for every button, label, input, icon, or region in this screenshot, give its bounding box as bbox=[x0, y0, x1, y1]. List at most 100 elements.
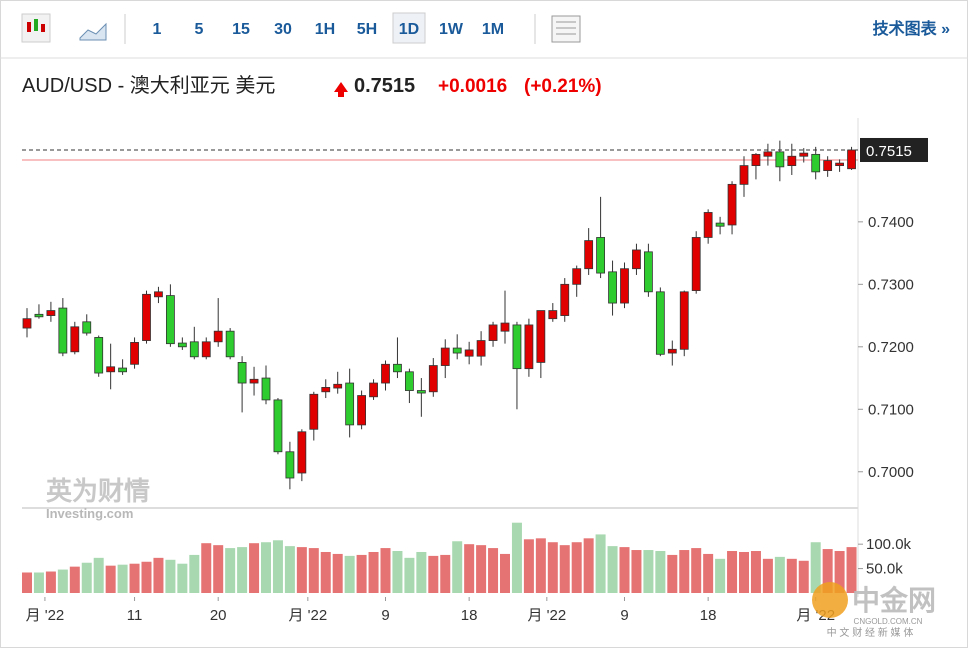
volume-bar bbox=[667, 554, 678, 593]
volume-bar bbox=[296, 547, 307, 593]
interval-button[interactable]: 1 bbox=[153, 21, 162, 38]
volume-bar bbox=[523, 539, 534, 593]
logo-domain: CNGOLD.COM.CN bbox=[854, 617, 923, 626]
volume-bar bbox=[57, 569, 68, 593]
volume-bar bbox=[595, 534, 606, 593]
volume-bar bbox=[798, 560, 809, 593]
x-tick-label: 月 '22 bbox=[527, 607, 566, 624]
candle-body bbox=[416, 390, 426, 394]
candle-body bbox=[118, 367, 127, 373]
volume-bar bbox=[703, 553, 714, 593]
candle-body bbox=[237, 362, 247, 384]
candle-body bbox=[58, 307, 68, 354]
candle-body bbox=[667, 348, 677, 354]
volume-bar bbox=[284, 546, 295, 593]
interval-button[interactable]: 1D bbox=[399, 21, 419, 38]
candle-body bbox=[823, 160, 833, 172]
volume-bar bbox=[488, 548, 499, 593]
candle-icon[interactable] bbox=[21, 13, 51, 43]
interval-button[interactable]: 1W bbox=[439, 21, 464, 38]
volume-bar bbox=[619, 547, 630, 593]
logo-icon bbox=[812, 582, 848, 618]
y-tick-label: 0.7300 bbox=[868, 276, 914, 293]
candle-body bbox=[632, 249, 641, 270]
x-tick-label: 9 bbox=[381, 607, 389, 624]
volume-bar bbox=[631, 550, 642, 593]
volume-tick-label: 100.0k bbox=[866, 536, 912, 553]
volume-bar bbox=[774, 556, 785, 593]
interval-button[interactable]: 30 bbox=[274, 21, 292, 38]
candle-body bbox=[799, 152, 809, 157]
candle-body bbox=[584, 240, 594, 270]
volume-bar bbox=[452, 541, 463, 593]
volume-bar bbox=[129, 563, 140, 593]
x-tick-label: 18 bbox=[700, 607, 717, 624]
volume-bar bbox=[332, 553, 343, 593]
candle-body bbox=[357, 395, 367, 426]
volume-bar bbox=[308, 548, 319, 593]
volume-bar bbox=[177, 563, 188, 593]
volume-bar bbox=[213, 545, 224, 593]
candle-body bbox=[727, 183, 737, 226]
area-icon[interactable] bbox=[79, 22, 107, 41]
x-tick-label: 月 '22 bbox=[288, 607, 327, 624]
candle-body bbox=[273, 399, 283, 453]
volume-bar bbox=[344, 555, 355, 593]
candle-body bbox=[835, 162, 844, 167]
interval-button[interactable]: 15 bbox=[232, 21, 250, 38]
up-arrow bbox=[334, 82, 348, 97]
candle-body bbox=[608, 271, 617, 304]
tech-chart-link[interactable]: 技术图表 » bbox=[873, 19, 950, 38]
volume-bar bbox=[691, 548, 702, 593]
logo-name: 中金网 bbox=[852, 584, 936, 616]
candle-body bbox=[189, 341, 199, 358]
candle-body bbox=[333, 383, 343, 389]
candle-body bbox=[500, 322, 510, 332]
interval-button[interactable]: 1M bbox=[482, 21, 504, 38]
volume-bar bbox=[750, 551, 761, 593]
candle-body bbox=[679, 291, 689, 350]
y-tick-label: 0.7100 bbox=[868, 401, 914, 418]
interval-button[interactable]: 1H bbox=[315, 21, 335, 38]
candle-body bbox=[548, 310, 558, 320]
candle-body bbox=[82, 321, 92, 334]
candle-body bbox=[811, 153, 821, 173]
volume-bar bbox=[45, 571, 56, 593]
volume-bar bbox=[368, 551, 379, 593]
volume-bar bbox=[607, 546, 618, 593]
volume-bar bbox=[846, 547, 857, 593]
active-interval-bg bbox=[392, 12, 426, 44]
price-change-pct: (+0.21%) bbox=[524, 76, 602, 97]
volume-bar bbox=[105, 565, 116, 593]
candle-body bbox=[70, 326, 80, 353]
volume-bar bbox=[153, 557, 164, 593]
candle-body bbox=[751, 153, 761, 167]
interval-button[interactable]: 5H bbox=[357, 21, 377, 38]
volume-bar bbox=[416, 551, 427, 593]
volume-bar bbox=[476, 545, 487, 593]
volume-bar bbox=[500, 553, 510, 593]
volume-bar bbox=[81, 562, 92, 593]
volume-bar bbox=[320, 551, 331, 593]
x-tick-label: 20 bbox=[210, 607, 227, 624]
y-tick-label: 0.7000 bbox=[868, 464, 914, 481]
candle-body bbox=[309, 393, 319, 430]
volume-bar bbox=[643, 550, 654, 593]
candle-body bbox=[787, 155, 797, 167]
candle-body bbox=[775, 151, 785, 168]
volume-bar bbox=[141, 561, 152, 593]
volume-bar bbox=[225, 548, 236, 593]
candle-body bbox=[763, 151, 773, 157]
layout-icon[interactable] bbox=[551, 15, 581, 43]
candle-body bbox=[620, 268, 629, 304]
candle-body bbox=[464, 349, 474, 357]
x-tick-label: 18 bbox=[461, 607, 478, 624]
volume-bar bbox=[22, 572, 32, 593]
volume-bar bbox=[165, 559, 176, 593]
candle-body bbox=[691, 237, 701, 291]
interval-button[interactable]: 5 bbox=[195, 21, 204, 38]
volume-bar bbox=[571, 542, 582, 593]
volume-bar bbox=[810, 542, 821, 593]
volume-bar bbox=[380, 548, 391, 593]
